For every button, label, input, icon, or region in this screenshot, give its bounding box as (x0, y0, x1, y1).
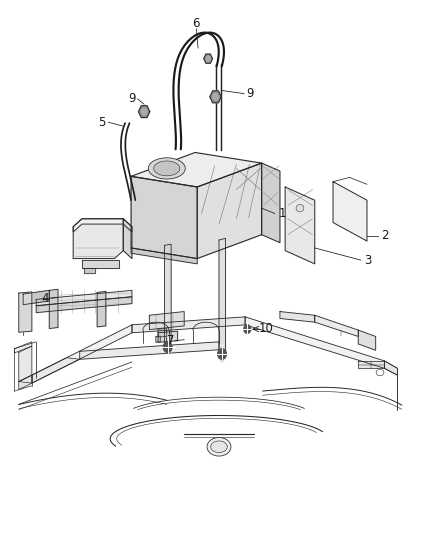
Polygon shape (285, 187, 315, 264)
Polygon shape (165, 244, 171, 343)
Text: 2: 2 (381, 229, 389, 242)
Polygon shape (358, 330, 376, 350)
Circle shape (244, 325, 251, 333)
Polygon shape (197, 163, 261, 259)
Polygon shape (131, 152, 261, 187)
Polygon shape (73, 219, 132, 232)
Polygon shape (280, 312, 315, 322)
Polygon shape (19, 358, 80, 383)
Polygon shape (385, 361, 397, 375)
Polygon shape (36, 297, 132, 313)
Text: 1: 1 (279, 207, 286, 220)
Ellipse shape (148, 158, 185, 179)
Ellipse shape (207, 438, 231, 456)
Polygon shape (131, 176, 197, 259)
Text: 9: 9 (128, 92, 136, 106)
Circle shape (141, 108, 147, 115)
Polygon shape (97, 292, 106, 327)
Polygon shape (245, 317, 385, 368)
Polygon shape (73, 219, 123, 259)
Polygon shape (333, 182, 367, 241)
Polygon shape (80, 342, 219, 359)
Polygon shape (82, 260, 119, 268)
Polygon shape (315, 316, 358, 336)
Text: 4: 4 (41, 292, 49, 305)
Polygon shape (149, 312, 184, 329)
Polygon shape (19, 375, 32, 390)
Text: 6: 6 (193, 17, 200, 30)
Text: 3: 3 (364, 254, 371, 266)
Polygon shape (210, 91, 221, 103)
Text: 5: 5 (98, 116, 105, 129)
Ellipse shape (296, 205, 304, 212)
Ellipse shape (363, 338, 371, 345)
Polygon shape (156, 336, 160, 342)
Polygon shape (358, 361, 385, 368)
Polygon shape (261, 163, 280, 243)
Polygon shape (23, 290, 49, 305)
Ellipse shape (154, 161, 180, 176)
Polygon shape (131, 248, 197, 264)
Polygon shape (158, 331, 178, 342)
Text: 10: 10 (258, 321, 273, 335)
Polygon shape (19, 292, 32, 332)
Ellipse shape (211, 441, 227, 453)
Text: 7: 7 (166, 334, 174, 347)
Circle shape (213, 93, 219, 100)
Polygon shape (219, 238, 226, 352)
Polygon shape (84, 268, 95, 273)
Circle shape (163, 342, 172, 352)
Polygon shape (204, 54, 212, 63)
Polygon shape (19, 346, 32, 382)
Polygon shape (49, 289, 58, 328)
Polygon shape (32, 325, 132, 383)
Polygon shape (132, 317, 245, 333)
Polygon shape (138, 106, 150, 118)
Text: 9: 9 (247, 87, 254, 100)
Polygon shape (36, 290, 132, 306)
Circle shape (206, 56, 210, 61)
Polygon shape (158, 328, 167, 337)
Circle shape (218, 349, 226, 359)
Polygon shape (123, 219, 132, 259)
Polygon shape (14, 342, 32, 353)
